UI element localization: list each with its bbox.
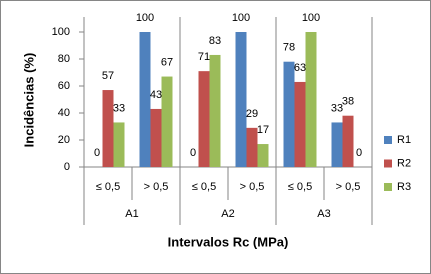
data-label: 29 (246, 108, 258, 120)
data-label: 78 (283, 42, 295, 54)
data-label: 71 (198, 51, 210, 63)
bar (305, 32, 317, 167)
x-tick-label: > 0,5 (144, 181, 169, 193)
x-tick-label: ≤ 0,5 (192, 181, 216, 193)
bar (209, 54, 221, 168)
legend-swatch (384, 159, 392, 168)
bar (113, 122, 125, 167)
x-tick-label: ≤ 0,5 (96, 181, 120, 193)
legend-label: R2 (397, 157, 411, 169)
data-label: 0 (190, 147, 196, 159)
bar (139, 32, 151, 167)
y-tick-label: 40 (58, 107, 70, 119)
bar (102, 90, 114, 167)
data-label: 63 (294, 62, 306, 74)
group-label: A3 (317, 208, 330, 220)
group-label: A1 (125, 208, 138, 220)
y-tick-label: 80 (58, 53, 70, 65)
data-label: 0 (94, 147, 100, 159)
x-tick-label: > 0,5 (240, 181, 265, 193)
data-label: 17 (257, 124, 269, 136)
x-tick-label: > 0,5 (336, 181, 361, 193)
bar (257, 144, 269, 167)
y-axis-title: Incidências (%) (21, 53, 36, 148)
legend-swatch (384, 183, 392, 191)
data-label: 38 (342, 96, 354, 108)
y-tick-label: 0 (64, 161, 70, 173)
data-label: 67 (161, 56, 173, 68)
bar (150, 108, 162, 167)
y-tick-label: 60 (58, 80, 70, 92)
x-tick-label: ≤ 0,5 (288, 181, 312, 193)
bar (294, 81, 306, 167)
bar (161, 76, 173, 167)
bar (283, 61, 295, 168)
bar (331, 122, 343, 167)
data-label: 43 (150, 89, 162, 101)
y-tick-label: 20 (58, 134, 70, 146)
data-label: 57 (102, 70, 114, 82)
data-label: 100 (136, 12, 154, 24)
data-label: 100 (232, 12, 250, 24)
data-label: 83 (209, 35, 221, 47)
legend-label: R1 (397, 134, 411, 146)
data-label: 33 (113, 102, 125, 114)
data-label: 0 (356, 147, 362, 159)
bar (235, 32, 247, 167)
bar (342, 115, 354, 167)
bar (198, 71, 210, 167)
x-axis-title: Intervalos Rc (MPa) (168, 234, 289, 249)
bar (246, 127, 258, 167)
legend-swatch (384, 136, 392, 144)
group-label: A2 (221, 208, 234, 220)
legend-label: R3 (397, 181, 411, 193)
data-label: 100 (302, 12, 320, 24)
data-label: 33 (331, 102, 343, 114)
y-tick-label: 100 (52, 26, 70, 38)
